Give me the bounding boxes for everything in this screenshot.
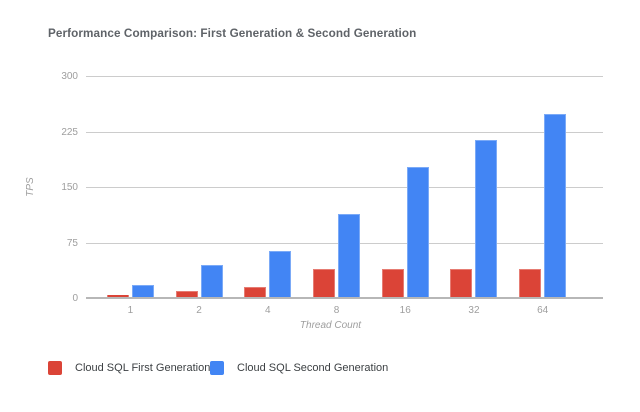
y-tick-label: 75 [66, 237, 78, 249]
y-tick-label: 300 [61, 71, 78, 82]
bar-group-thread-32: 32 [440, 76, 509, 316]
x-tick-label: 1 [127, 305, 134, 316]
y-axis-title: TPS [25, 177, 36, 197]
bar-cloud-sql-first-generation [175, 290, 198, 298]
y-tick-label: 150 [61, 182, 78, 193]
bar-group-thread-2: 2 [165, 76, 234, 316]
x-axis-line [86, 297, 603, 299]
bar-group-thread-16: 16 [371, 76, 440, 316]
bar-cloud-sql-first-generation [450, 269, 473, 298]
legend-item-first-generation: Cloud SQL First Generation [48, 360, 210, 375]
bar-cloud-sql-second-generation [269, 250, 292, 298]
x-tick-label: 16 [399, 305, 411, 316]
bar-cloud-sql-second-generation [475, 140, 498, 298]
x-tick-label: 64 [537, 305, 549, 316]
bar-cloud-sql-first-generation [381, 269, 404, 298]
bar-group-thread-64: 64 [508, 76, 577, 316]
y-tick-label: 0 [72, 293, 78, 304]
legend-item-second-generation: Cloud SQL Second Generation [210, 360, 388, 375]
bar-cloud-sql-second-generation [338, 214, 361, 298]
bar-cloud-sql-first-generation [519, 269, 542, 298]
gridline [86, 187, 603, 188]
y-tick-label: 225 [61, 126, 78, 138]
x-tick-label: 32 [468, 305, 480, 316]
legend-label: Cloud SQL First Generation [75, 361, 211, 374]
y-axis: 0 75 150 225 300 [0, 71, 78, 304]
bar-cloud-sql-first-generation [106, 295, 129, 298]
bar-cloud-sql-second-generation [406, 167, 429, 298]
bar-group-thread-4: 4 [233, 76, 302, 316]
gridline [86, 76, 603, 77]
gridline [86, 131, 603, 133]
bar-area: 1 2 4 8 16 32 64 [96, 76, 577, 316]
legend-swatch-red [48, 360, 62, 375]
legend-swatch-blue [210, 360, 224, 375]
bar-cloud-sql-second-generation [131, 284, 154, 298]
bar-cloud-sql-first-generation [244, 286, 267, 298]
bar-cloud-sql-first-generation [313, 269, 336, 298]
bar-group-thread-1: 1 [96, 76, 165, 316]
x-tick-label: 2 [196, 305, 202, 316]
legend-label: Cloud SQL Second Generation [237, 361, 389, 374]
chart-title: Performance Comparison: First Generation… [48, 27, 417, 40]
x-tick-label: 4 [265, 305, 271, 316]
bar-cloud-sql-second-generation [200, 264, 223, 298]
plot-area: 1 2 4 8 16 32 64 [86, 76, 603, 316]
bar-cloud-sql-second-generation [544, 113, 567, 298]
x-axis-title: Thread Count [299, 320, 362, 331]
x-tick-label: 8 [333, 305, 340, 316]
bar-group-thread-8: 8 [302, 76, 371, 316]
